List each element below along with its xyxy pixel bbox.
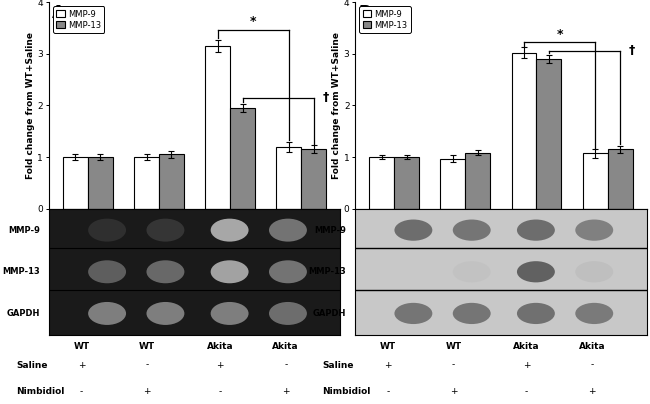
Bar <box>369 157 394 209</box>
Ellipse shape <box>211 260 248 283</box>
Text: +: + <box>588 387 596 396</box>
Ellipse shape <box>453 219 491 241</box>
Ellipse shape <box>88 219 126 242</box>
Text: -: - <box>590 361 593 370</box>
Bar <box>394 157 419 209</box>
Ellipse shape <box>395 219 432 241</box>
Ellipse shape <box>146 302 185 325</box>
Text: WT: WT <box>139 342 155 351</box>
Ellipse shape <box>269 302 307 325</box>
Bar <box>582 154 608 209</box>
Text: +: + <box>282 387 289 396</box>
Bar <box>608 149 632 209</box>
Bar <box>63 157 88 209</box>
Text: Nimbidiol: Nimbidiol <box>322 387 370 396</box>
Text: †: † <box>629 44 635 57</box>
Bar <box>536 59 562 209</box>
Text: WT: WT <box>73 342 90 351</box>
Text: -: - <box>284 361 287 370</box>
Text: +: + <box>144 387 151 396</box>
Text: A: A <box>52 4 65 22</box>
Text: MMP-13: MMP-13 <box>309 267 346 276</box>
Text: WT: WT <box>380 342 396 351</box>
Ellipse shape <box>453 261 491 282</box>
Text: MMP-9: MMP-9 <box>315 225 346 235</box>
Text: MMP-13: MMP-13 <box>2 267 40 276</box>
Bar <box>88 157 113 209</box>
Text: -: - <box>80 387 83 396</box>
Ellipse shape <box>517 219 555 241</box>
Bar <box>230 108 255 209</box>
Text: -: - <box>386 387 389 396</box>
Text: †: † <box>322 91 328 104</box>
Y-axis label: Fold change from WT+Saline: Fold change from WT+Saline <box>332 32 341 179</box>
Text: *: * <box>250 15 257 28</box>
Text: WT: WT <box>445 342 462 351</box>
Ellipse shape <box>395 303 432 324</box>
Text: +: + <box>78 361 85 370</box>
Bar <box>134 157 159 209</box>
Text: -: - <box>525 387 528 396</box>
Legend: MMP-9, MMP-13: MMP-9, MMP-13 <box>359 6 411 33</box>
Text: +: + <box>384 361 391 370</box>
Bar <box>205 46 230 209</box>
Text: *: * <box>556 28 563 41</box>
Bar <box>512 53 536 209</box>
Ellipse shape <box>211 219 248 242</box>
Text: Akita: Akita <box>207 342 233 351</box>
Ellipse shape <box>453 303 491 324</box>
Text: Akita: Akita <box>272 342 299 351</box>
Y-axis label: Fold change from WT+Saline: Fold change from WT+Saline <box>25 32 34 179</box>
Bar <box>465 153 490 209</box>
Ellipse shape <box>269 260 307 283</box>
Text: Akita: Akita <box>513 342 540 351</box>
Text: -: - <box>146 361 149 370</box>
Legend: MMP-9, MMP-13: MMP-9, MMP-13 <box>53 6 105 33</box>
Ellipse shape <box>88 302 126 325</box>
Bar <box>302 149 326 209</box>
Ellipse shape <box>88 260 126 283</box>
Ellipse shape <box>269 219 307 242</box>
Bar <box>441 158 465 209</box>
Ellipse shape <box>517 303 555 324</box>
Ellipse shape <box>146 260 185 283</box>
Ellipse shape <box>575 303 613 324</box>
Text: +: + <box>216 361 224 370</box>
Ellipse shape <box>395 261 432 282</box>
Ellipse shape <box>211 302 248 325</box>
Bar <box>276 147 302 209</box>
Ellipse shape <box>575 261 613 282</box>
Text: GAPDH: GAPDH <box>6 309 40 318</box>
Text: +: + <box>523 361 530 370</box>
Ellipse shape <box>575 219 613 241</box>
Ellipse shape <box>146 219 185 242</box>
Text: -: - <box>218 387 222 396</box>
Text: Akita: Akita <box>578 342 605 351</box>
Text: Saline: Saline <box>16 361 47 370</box>
Ellipse shape <box>517 261 555 282</box>
Text: MMP-9: MMP-9 <box>8 225 40 235</box>
Text: B: B <box>359 4 371 22</box>
Bar <box>159 154 184 209</box>
Text: +: + <box>450 387 457 396</box>
Text: GAPDH: GAPDH <box>313 309 346 318</box>
Text: -: - <box>452 361 455 370</box>
Text: Saline: Saline <box>322 361 354 370</box>
Text: Nimbidiol: Nimbidiol <box>16 387 64 396</box>
